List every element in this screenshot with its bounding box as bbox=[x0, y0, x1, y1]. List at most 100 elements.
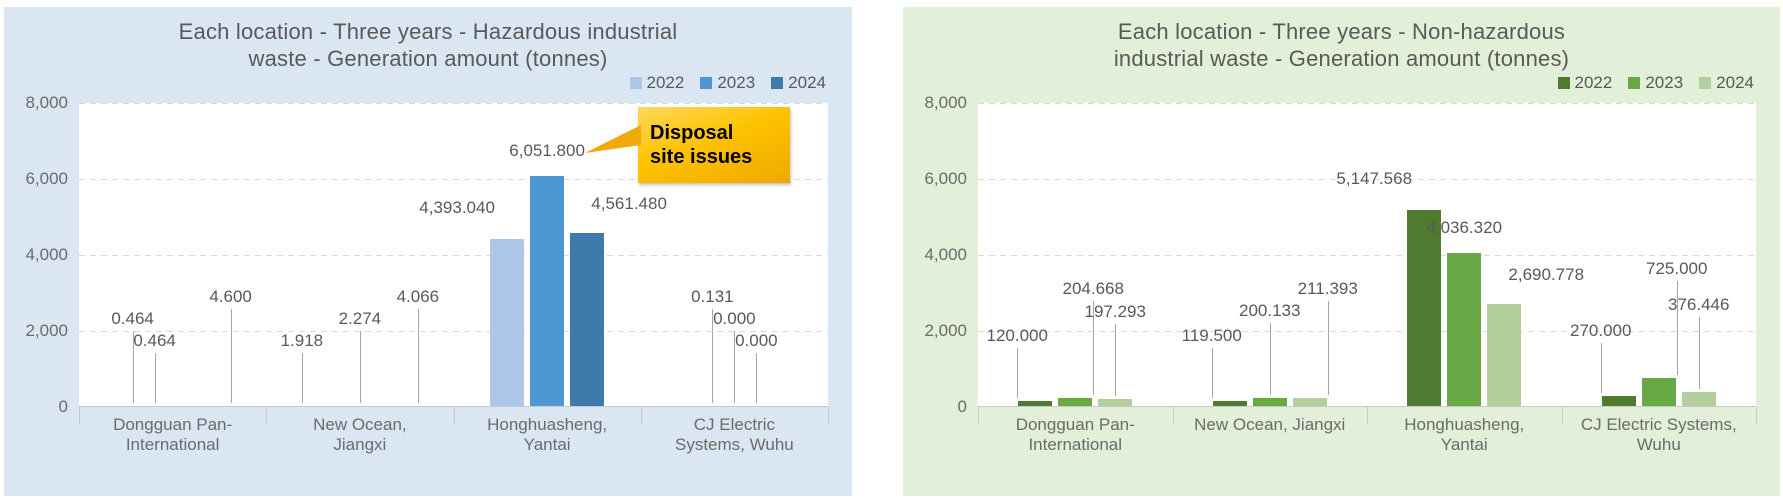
gridline bbox=[79, 179, 828, 180]
category-label: CJ Electric Systems, Wuhu bbox=[1580, 415, 1737, 455]
x-axis-categories: Dongguan Pan- International New Ocean, Ji… bbox=[978, 415, 1756, 455]
axis-tick bbox=[640, 407, 642, 424]
data-label-2024: 4.600 bbox=[209, 286, 252, 306]
chart-card-hazardous-waste: Each location - Three years - Hazardous … bbox=[4, 7, 852, 496]
bar-2024 bbox=[1292, 397, 1327, 406]
y-tick-label: 6,000 bbox=[25, 169, 68, 188]
leader-line bbox=[1327, 300, 1329, 395]
data-label-2023: 200.133 bbox=[1239, 301, 1301, 321]
axis-tick bbox=[1756, 407, 1757, 424]
legend-swatch-2024 bbox=[1699, 77, 1712, 89]
leader-line bbox=[712, 309, 714, 403]
category-label: Honghuasheng, Yantai bbox=[1404, 415, 1525, 455]
gridline bbox=[79, 103, 828, 104]
bar-2022 bbox=[1212, 401, 1247, 406]
y-tick-label: 4,000 bbox=[924, 245, 967, 264]
data-label-2024: 211.393 bbox=[1297, 278, 1358, 298]
x-axis-categories: Dongguan Pan- International New Ocean, Ji… bbox=[79, 415, 828, 455]
data-label-2023: 0.464 bbox=[133, 330, 176, 350]
y-tick-label: 8,000 bbox=[25, 93, 68, 112]
data-label-2022: 0.131 bbox=[691, 287, 734, 306]
y-tick-label: 0 bbox=[957, 397, 967, 416]
leader-line bbox=[756, 353, 758, 403]
data-label-2023: 4,036.320 bbox=[1426, 217, 1503, 237]
bar-2022 bbox=[1601, 395, 1636, 406]
leader-line bbox=[1211, 348, 1213, 399]
bar-2024 bbox=[1098, 398, 1133, 406]
legend-label: 2022 bbox=[646, 73, 685, 92]
legend: 2022 2023 2024 bbox=[629, 73, 826, 93]
axis-tick bbox=[1367, 407, 1368, 424]
gridline bbox=[978, 255, 1756, 256]
leader-line bbox=[230, 308, 232, 403]
bar-2022 bbox=[490, 239, 525, 406]
bar-2023 bbox=[1058, 398, 1093, 406]
y-tick-label: 6,000 bbox=[924, 169, 967, 188]
legend-swatch-2022 bbox=[629, 77, 642, 89]
axis-tick bbox=[453, 407, 455, 424]
callout-tail-icon bbox=[585, 125, 641, 153]
annotation-text: Disposal site issues bbox=[650, 122, 753, 168]
data-label-2022: 5,147.568 bbox=[1336, 169, 1413, 189]
gridline bbox=[79, 331, 828, 332]
leader-line bbox=[1017, 348, 1019, 399]
leader-line bbox=[1093, 301, 1095, 396]
category-label: New Ocean, Jiangxi bbox=[313, 415, 407, 455]
y-tick-label: 2,000 bbox=[924, 321, 967, 340]
leader-line bbox=[1676, 281, 1678, 376]
leader-line bbox=[1269, 323, 1271, 396]
bar-2023 bbox=[1641, 378, 1676, 406]
data-label-2024: 4,561.480 bbox=[591, 193, 667, 213]
data-label-2022: 0.464 bbox=[111, 308, 154, 328]
leader-line bbox=[1115, 323, 1117, 396]
leader-line bbox=[301, 352, 303, 403]
legend-swatch-2024 bbox=[771, 77, 784, 89]
data-label-2024: 376.446 bbox=[1668, 294, 1730, 314]
data-label-2023: 204.668 bbox=[1062, 279, 1124, 299]
bar-2023 bbox=[530, 176, 565, 406]
legend-item-2023: 2023 bbox=[700, 73, 755, 93]
legend-label: 2023 bbox=[717, 73, 756, 92]
plot-area: 120.000 204.668 197.293 119.500 200.133 211.3… bbox=[978, 103, 1757, 424]
data-label-2022: 4,393.040 bbox=[419, 198, 495, 218]
legend-item-2023: 2023 bbox=[1628, 73, 1683, 93]
data-label-2022: 119.500 bbox=[1181, 326, 1242, 346]
leader-line bbox=[132, 330, 134, 403]
data-label-2022: 120.000 bbox=[986, 326, 1048, 346]
data-label-2023: 725.000 bbox=[1646, 259, 1708, 279]
legend-swatch-2023 bbox=[1628, 77, 1641, 89]
leader-line bbox=[359, 330, 361, 403]
axis-tick bbox=[978, 407, 979, 424]
category-label: Dongguan Pan- International bbox=[1015, 415, 1135, 455]
gridline bbox=[978, 331, 1756, 332]
gridline bbox=[978, 103, 1756, 104]
legend-item-2022: 2022 bbox=[629, 73, 685, 93]
category-label: CJ Electric Systems, Wuhu bbox=[675, 415, 794, 455]
y-tick-label: 4,000 bbox=[25, 245, 68, 264]
legend-swatch-2023 bbox=[700, 77, 713, 89]
bar-2022 bbox=[1407, 210, 1442, 406]
data-label-2024: 197.293 bbox=[1084, 301, 1146, 321]
legend-item-2024: 2024 bbox=[771, 73, 826, 93]
data-label-2022: 270.000 bbox=[1570, 320, 1632, 340]
leader-line bbox=[154, 352, 156, 403]
data-label-2023: 2.274 bbox=[338, 308, 382, 328]
axis-tick bbox=[828, 407, 829, 424]
category-label: Dongguan Pan- International bbox=[113, 415, 233, 455]
category-label: New Ocean, Jiangxi bbox=[1194, 415, 1346, 434]
category-label: Honghuasheng, Yantai bbox=[487, 415, 608, 455]
axis-tick bbox=[1561, 407, 1563, 424]
y-tick-label: 2,000 bbox=[25, 321, 68, 340]
legend-item-2024: 2024 bbox=[1699, 73, 1754, 93]
leader-line bbox=[734, 331, 736, 403]
data-label-2024: 2,690.778 bbox=[1508, 264, 1585, 284]
legend-label: 2022 bbox=[1574, 73, 1613, 92]
legend-swatch-2022 bbox=[1557, 77, 1570, 89]
gridline bbox=[978, 179, 1756, 180]
leader-line bbox=[1600, 342, 1602, 393]
data-label-2024: 0.000 bbox=[735, 331, 778, 350]
y-tick-label: 8,000 bbox=[924, 93, 967, 112]
bar-2023 bbox=[1447, 252, 1482, 406]
axis-tick bbox=[79, 407, 80, 424]
bar-2022 bbox=[1018, 401, 1053, 406]
